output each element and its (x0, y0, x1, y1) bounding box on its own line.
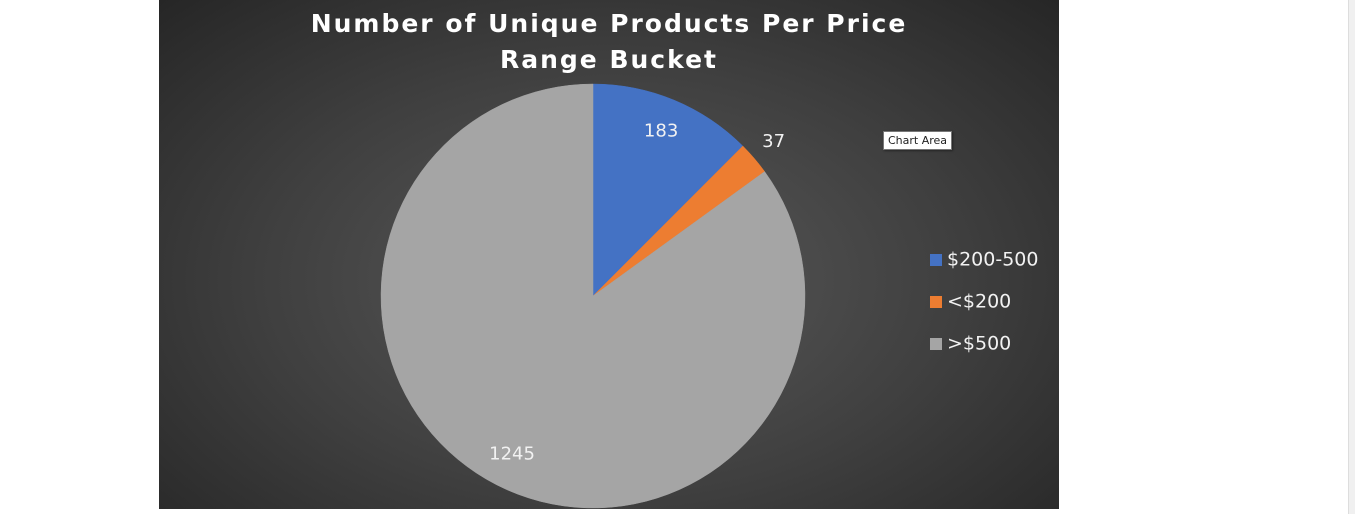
pie-slice (380, 83, 806, 509)
legend-label: $200-500 (947, 249, 1038, 271)
data-label: 1245 (489, 444, 535, 465)
chart-area[interactable]: 183 37 1245 $200-500 <$200 >$500 Number of Un… (159, 0, 1059, 509)
legend-swatch (930, 296, 942, 308)
tooltip: Chart Area (883, 131, 953, 150)
chart-title: Number of Unique Products Per Price Rang… (310, 9, 908, 74)
legend-swatch (930, 254, 942, 266)
data-label: 183 (644, 120, 678, 141)
chart: 183 37 1245 $200-500 <$200 >$500 (380, 83, 1038, 509)
legend-swatch (930, 338, 942, 350)
legend-label: >$500 (947, 333, 1011, 355)
data-label: 37 (762, 131, 785, 152)
legend-label: <$200 (947, 291, 1011, 313)
pie-slice (592, 83, 744, 297)
scrollbar[interactable] (1348, 0, 1355, 514)
